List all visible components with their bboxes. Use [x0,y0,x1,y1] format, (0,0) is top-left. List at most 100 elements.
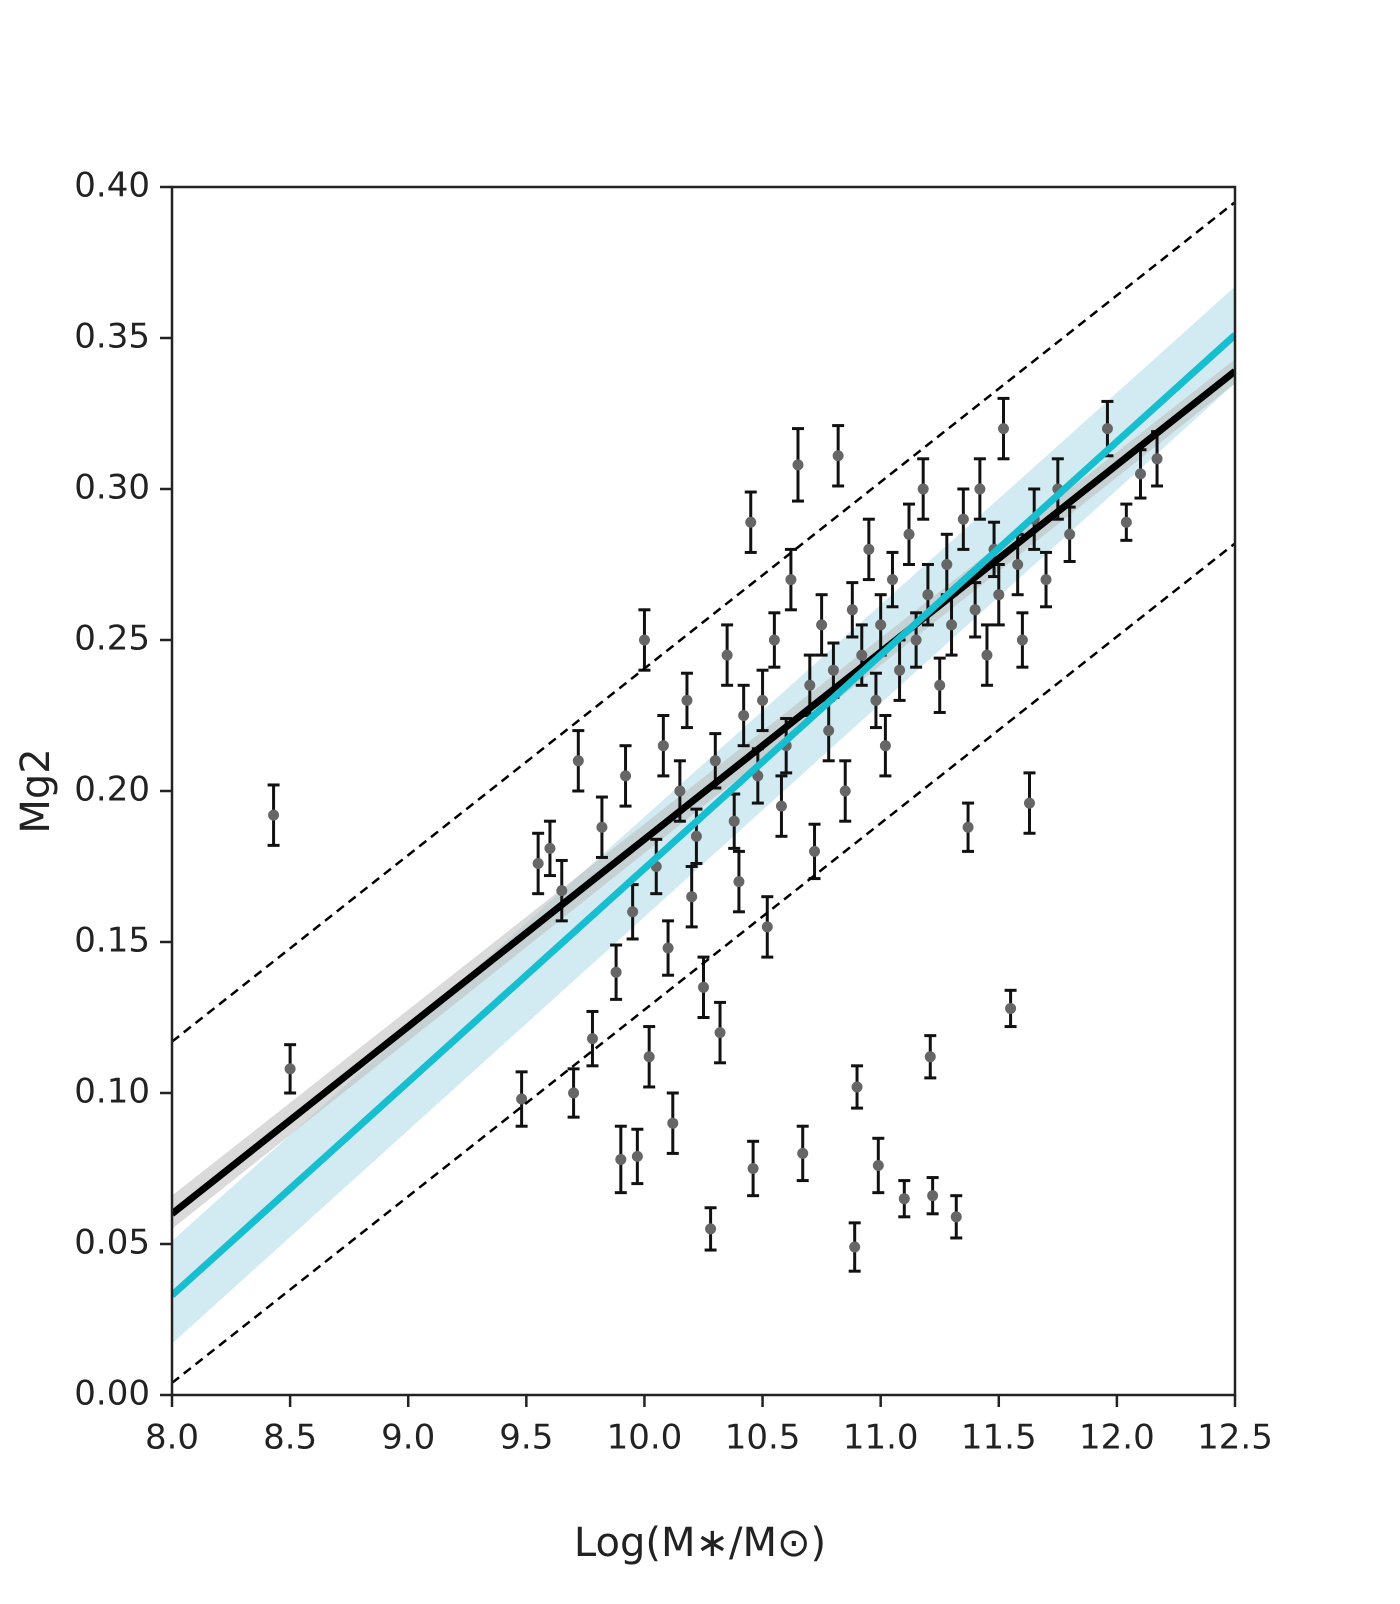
data-point [738,710,750,721]
data-point [969,604,981,616]
data-point [804,679,816,691]
data-point [516,1093,528,1105]
data-point [667,1117,679,1129]
dashed-line [172,201,1235,1043]
y-tick-label: 0.10 [74,1072,150,1112]
data-point [620,770,632,782]
data-point [733,876,745,888]
data-point [757,694,769,706]
data-point [1012,559,1024,570]
data-point [610,966,622,978]
data-point [886,574,898,586]
data-point [903,528,915,540]
data-point [714,1027,726,1039]
data-point [709,755,721,767]
x-tick-label: 9.0 [381,1418,435,1458]
y-tick-label: 0.30 [74,468,150,508]
data-point [745,516,757,528]
y-tick-label: 0.20 [74,770,150,810]
fit-line [172,368,1235,1217]
data-point [284,1063,296,1075]
data-point [856,649,868,661]
data-point [894,664,906,676]
x-tick-label: 9.5 [499,1418,553,1458]
data-point [615,1153,627,1165]
dashed-line [172,542,1235,1384]
data-point [586,1033,598,1045]
data-point [872,1159,884,1171]
data-point [827,664,839,676]
data-point [596,821,608,833]
y-tick-label: 0.05 [74,1223,150,1263]
x-tick-label: 8.0 [145,1418,199,1458]
data-point [934,679,946,691]
x-tick-label: 12.5 [1197,1418,1273,1458]
data-point [981,649,993,661]
data-point [568,1087,580,1099]
data-point [643,1051,655,1063]
data-point [993,589,1005,601]
data-point [728,815,740,827]
y-tick-label: 0.25 [74,619,150,659]
data-point [662,942,674,954]
data-point [950,1211,962,1223]
data-point [698,981,709,993]
data-point [686,891,698,903]
data-point [1005,1002,1017,1014]
data-point [1135,468,1147,480]
data-point [1064,528,1076,540]
data-point [681,694,693,706]
data-point [1016,634,1028,646]
data-point [705,1223,717,1235]
data-point [1040,574,1052,586]
data-point [775,800,787,812]
data-point [631,1150,643,1162]
fit-line [172,332,1235,1298]
data-point [556,885,568,897]
data-point [657,740,669,752]
data-point [797,1147,809,1159]
data-point [627,906,639,918]
data-point [849,1241,861,1253]
x-tick-label: 11.0 [843,1418,919,1458]
data-point [1023,797,1035,809]
x-tick-label: 11.5 [961,1418,1037,1458]
data-point [846,604,858,616]
data-point [572,755,584,767]
data-point [816,619,828,631]
data-point [823,725,835,737]
data-point [1120,516,1132,528]
x-tick-label: 12.0 [1079,1418,1155,1458]
y-tick-label: 0.00 [74,1374,150,1414]
data-point [870,694,882,706]
data-point [1101,423,1113,435]
data-point [839,785,851,797]
data-point [747,1163,759,1174]
data-point [974,483,986,495]
data-point [638,634,650,646]
data-point [941,559,953,570]
data-point [785,574,797,586]
data-point [761,921,773,933]
data-point [268,809,280,821]
y-tick-label: 0.40 [74,166,150,206]
y-tick-label: 0.15 [74,921,150,961]
data-point [674,785,686,797]
x-tick-label: 10.5 [725,1418,801,1458]
data-point [1151,453,1163,465]
data-point [863,543,875,555]
x-tick-label: 10.0 [607,1418,683,1458]
data-point [927,1190,939,1202]
data-point [532,857,544,869]
data-point [792,459,804,471]
data-point [544,842,556,854]
y-tick-label: 0.35 [74,317,150,357]
x-axis-label: Log(M∗/M⊙) [574,1520,826,1566]
data-point [946,619,958,631]
data-point [875,619,887,631]
data-point [851,1081,863,1093]
data-point [962,821,974,833]
data-point [768,634,780,646]
data-point [832,450,844,462]
